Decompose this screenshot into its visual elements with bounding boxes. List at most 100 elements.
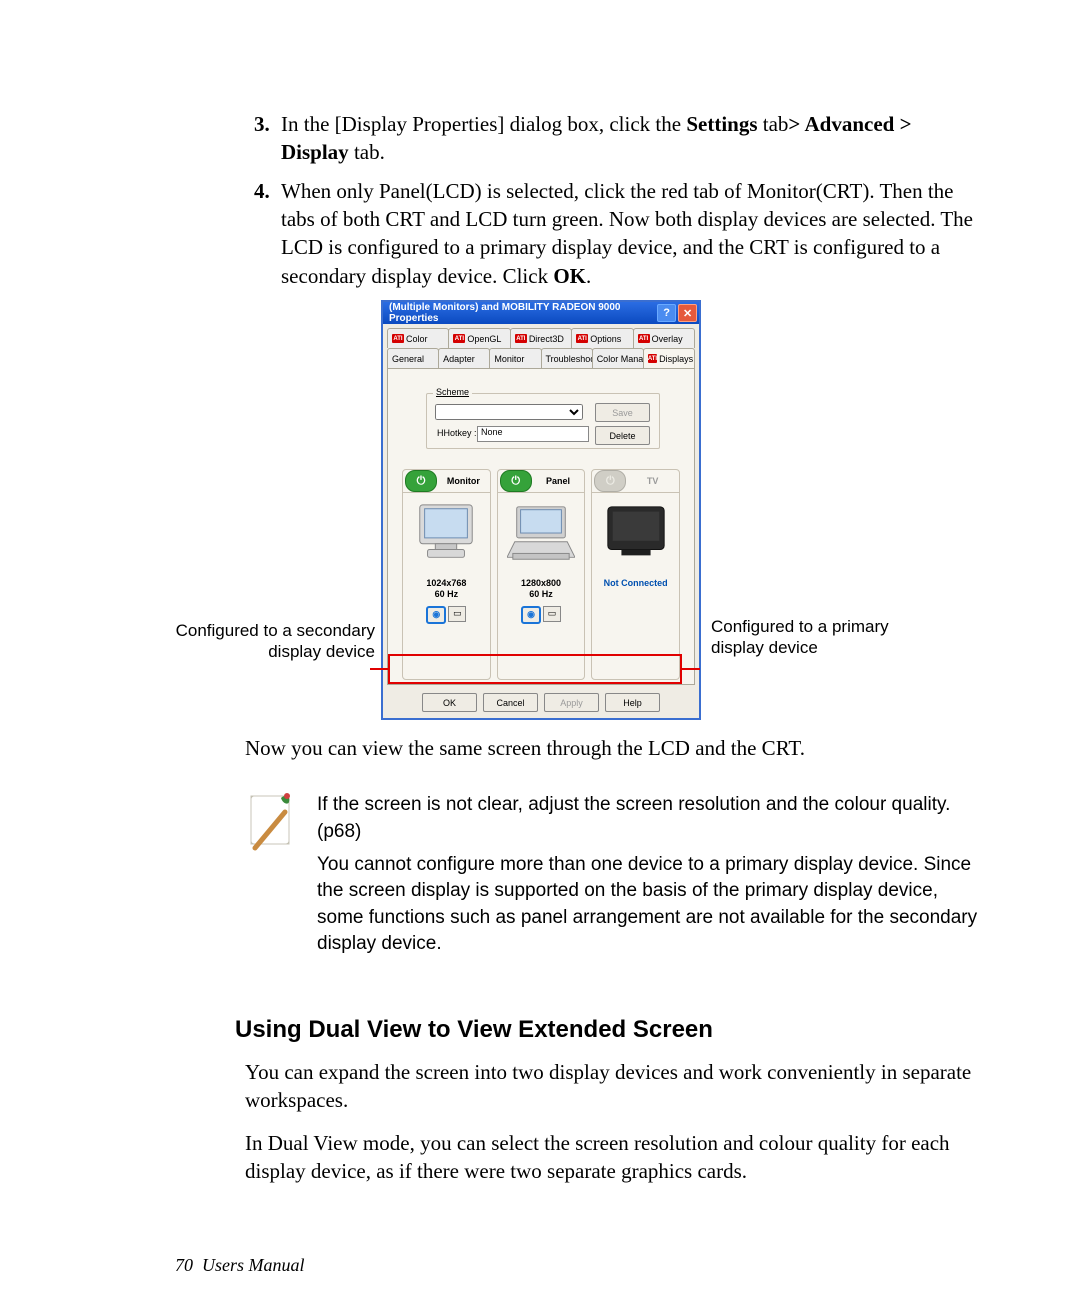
- device-panel-label: Panel: [532, 476, 585, 486]
- apply-button[interactable]: Apply: [544, 693, 599, 712]
- tab-troubleshoot[interactable]: Troubleshoot: [541, 348, 593, 368]
- scheme-save-button[interactable]: Save: [595, 403, 650, 422]
- step3-text-a: In the [Display Properties] dialog box, …: [281, 112, 686, 136]
- scheme-select[interactable]: [435, 404, 583, 420]
- ati-badge-icon: ATI: [648, 354, 657, 363]
- hotkey-input[interactable]: None: [477, 426, 589, 442]
- monitor-resolution: 1024x768 60 Hz: [403, 578, 490, 600]
- monitor-mini-secondary[interactable]: ▭: [448, 606, 466, 622]
- tab-general-label: General: [392, 354, 424, 364]
- ati-badge-icon: ATI: [392, 334, 404, 343]
- note-block: If the screen is not clear, adjust the s…: [245, 792, 980, 964]
- monitor-mini-buttons: ◉ ▭: [403, 606, 490, 624]
- dialog-button-row: OK Cancel Apply Help: [383, 691, 699, 718]
- note-text: If the screen is not clear, adjust the s…: [317, 792, 980, 964]
- ati-badge-icon: ATI: [576, 334, 588, 343]
- device-tv-header[interactable]: ⏻ TV: [592, 470, 679, 493]
- callout-secondary-l2: display device: [175, 641, 375, 662]
- tv-icon: [592, 494, 679, 574]
- step-4: When only Panel(LCD) is selected, click …: [275, 177, 980, 290]
- note-p2: You cannot configure more than one devic…: [317, 852, 980, 958]
- note-p1: If the screen is not clear, adjust the s…: [317, 792, 980, 845]
- help-button[interactable]: ?: [657, 304, 676, 322]
- panel-power-icon[interactable]: ⏻: [500, 470, 532, 492]
- page-footer: 70 Users Manual: [175, 1255, 980, 1276]
- tab-options[interactable]: ATIOptions: [571, 328, 633, 348]
- step3-text-e: tab.: [349, 140, 385, 164]
- tab-adapter[interactable]: Adapter: [438, 348, 490, 368]
- ok-button[interactable]: OK: [422, 693, 477, 712]
- footer-page-number: 70: [175, 1255, 193, 1275]
- ati-badge-icon: ATI: [515, 334, 527, 343]
- tab-color-label: Color: [406, 334, 428, 344]
- tab-overlay-label: Overlay: [652, 334, 683, 344]
- panel-mini-secondary[interactable]: ▭: [543, 606, 561, 622]
- tab-direct3d-label: Direct3D: [529, 334, 564, 344]
- tab-overlay[interactable]: ATIOverlay: [633, 328, 695, 348]
- devices-area: ⏻ Monitor 1024x768: [402, 469, 680, 680]
- close-button[interactable]: ✕: [678, 304, 697, 322]
- figure-row: Configured to a secondary display device…: [175, 300, 980, 720]
- tab-options-label: Options: [590, 334, 621, 344]
- panel-mini-buttons: ◉ ▭: [498, 606, 585, 624]
- monitor-power-icon[interactable]: ⏻: [405, 470, 437, 492]
- tab-rows: ATIColor ATIOpenGL ATIDirect3D ATIOption…: [383, 324, 699, 368]
- properties-dialog: (Multiple Monitors) and MOBILITY RADEON …: [381, 300, 701, 720]
- tab-direct3d[interactable]: ATIDirect3D: [510, 328, 572, 348]
- device-tv: ⏻ TV Not Connected: [591, 469, 680, 680]
- panel-mini-primary[interactable]: ◉: [521, 606, 541, 624]
- tab-opengl[interactable]: ATIOpenGL: [448, 328, 510, 348]
- callout-primary: Configured to a primary display device: [705, 616, 911, 659]
- tv-status: Not Connected: [592, 578, 679, 600]
- annotation-line-left: [370, 668, 390, 670]
- annotation-line-right: [680, 668, 700, 670]
- device-monitor: ⏻ Monitor 1024x768: [402, 469, 491, 680]
- section-p2: In Dual View mode, you can select the sc…: [245, 1129, 980, 1186]
- step3-bold-settings: Settings: [686, 112, 757, 136]
- dialog-title: (Multiple Monitors) and MOBILITY RADEON …: [389, 302, 655, 324]
- panel-icon: [498, 494, 585, 574]
- footer-label: Users Manual: [202, 1255, 305, 1275]
- tab-row-2: General Adapter Monitor Troubleshoot Col…: [387, 348, 695, 368]
- device-monitor-label: Monitor: [437, 476, 490, 486]
- step-3: In the [Display Properties] dialog box, …: [275, 110, 980, 167]
- scheme-delete-button[interactable]: Delete: [595, 426, 650, 445]
- tab-displays[interactable]: ATIDisplays: [643, 348, 695, 368]
- dialog-titlebar: (Multiple Monitors) and MOBILITY RADEON …: [383, 302, 699, 324]
- panel-resolution: 1280x800 60 Hz: [498, 578, 585, 600]
- tab-colormanagement[interactable]: Color Management: [592, 348, 644, 368]
- device-panel: ⏻ Panel 1280x800: [497, 469, 586, 680]
- step3-text-c: tab: [758, 112, 789, 136]
- device-monitor-header[interactable]: ⏻ Monitor: [403, 470, 490, 493]
- tab-troubleshoot-label: Troubleshoot: [546, 354, 593, 364]
- dialog-help-button[interactable]: Help: [605, 693, 660, 712]
- tab-opengl-label: OpenGL: [467, 334, 501, 344]
- callout-primary-l1: Configured to a primary: [711, 616, 911, 637]
- callout-secondary: Configured to a secondary display device: [175, 620, 377, 663]
- tab-color[interactable]: ATIColor: [387, 328, 449, 348]
- callout-primary-l2: display device: [711, 637, 911, 658]
- tab-colormanagement-label: Color Management: [597, 354, 644, 364]
- instruction-list: In the [Display Properties] dialog box, …: [175, 110, 980, 290]
- tab-body: Scheme Save HHotkey :Hotkey : None Delet…: [387, 368, 695, 685]
- ati-badge-icon: ATI: [638, 334, 650, 343]
- tab-monitor-label: Monitor: [494, 354, 524, 364]
- scheme-group: Scheme Save HHotkey :Hotkey : None Delet…: [426, 393, 660, 449]
- section-heading: Using Dual View to View Extended Screen: [235, 1016, 980, 1044]
- device-panel-header[interactable]: ⏻ Panel: [498, 470, 585, 493]
- tab-row-1: ATIColor ATIOpenGL ATIDirect3D ATIOption…: [387, 328, 695, 348]
- tab-general[interactable]: General: [387, 348, 439, 368]
- callout-secondary-l1: Configured to a secondary: [175, 620, 375, 641]
- section-p1: You can expand the screen into two displ…: [245, 1058, 980, 1115]
- monitor-icon: [403, 494, 490, 574]
- tab-monitor[interactable]: Monitor: [489, 348, 541, 368]
- tab-adapter-label: Adapter: [443, 354, 475, 364]
- step4-text-c: .: [586, 264, 591, 288]
- device-tv-label: TV: [626, 476, 679, 486]
- cancel-button[interactable]: Cancel: [483, 693, 538, 712]
- hotkey-label: HHotkey :Hotkey :: [437, 428, 477, 438]
- monitor-mini-primary[interactable]: ◉: [426, 606, 446, 624]
- ati-badge-icon: ATI: [453, 334, 465, 343]
- tv-power-icon[interactable]: ⏻: [594, 470, 626, 492]
- after-figure-text: Now you can view the same screen through…: [245, 734, 980, 762]
